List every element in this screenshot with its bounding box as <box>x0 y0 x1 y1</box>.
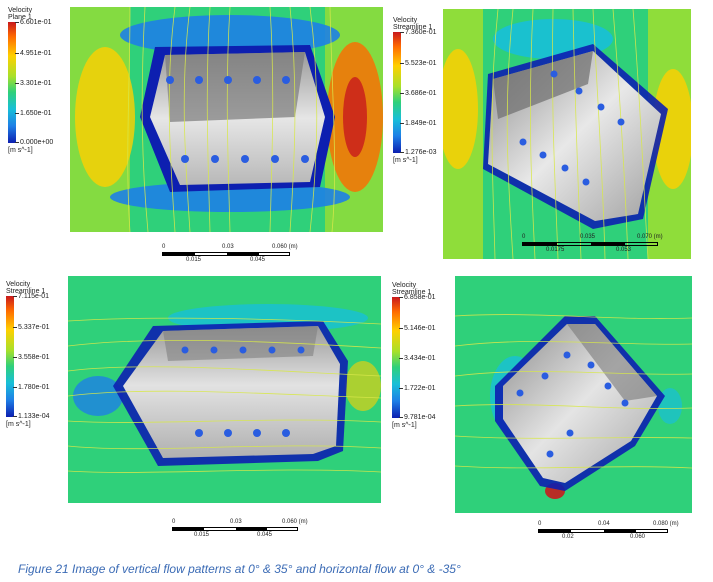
scale-label: 0.015 <box>186 257 202 263</box>
legend-tick: 9.781e-04 <box>399 414 436 421</box>
color-bar <box>8 22 16 143</box>
scale-bar-fig3: 0 0.03 0.060 (m) 0.015 0.045 <box>172 519 312 541</box>
scale-bar <box>522 242 658 246</box>
scale-bar <box>172 527 298 531</box>
legend-tick: 1.650e-01 <box>15 110 52 117</box>
scale-bar-fig4: 0 0.04 0.080 (m) 0.02 0.060 <box>538 521 688 543</box>
scale-label: 0.060 <box>630 534 646 540</box>
legend-title: Velocity <box>8 7 33 14</box>
scale-label: 0.060 (m) <box>272 244 298 250</box>
scale-label: 0 <box>172 519 176 525</box>
legend-tick: 1.780e-01 <box>13 384 50 391</box>
legend-tick: 1.722e-01 <box>399 385 436 392</box>
legend-tick: 1.276e-03 <box>400 149 437 156</box>
legend-unit: [m s^-1] <box>6 421 31 428</box>
scale-label: 0.070 (m) <box>637 234 663 240</box>
scale-label: 0 <box>538 521 542 527</box>
scale-label: 0.0175 <box>546 247 565 253</box>
legend-tick: 5.146e-01 <box>399 325 436 332</box>
scale-bar-fig2: 0 0.035 0.070 (m) 0.0175 0.053 <box>522 234 672 256</box>
scale-label: 0.04 <box>598 521 610 527</box>
scale-label: 0.03 <box>222 244 234 250</box>
scale-label: 0.015 <box>194 532 210 538</box>
legend-tick: 3.558e-01 <box>13 354 50 361</box>
scale-label: 0.053 <box>616 247 632 253</box>
flow-image-horizontal-minus35deg <box>455 276 692 513</box>
legend-subtitle: Plane 1 <box>8 14 32 21</box>
legend-tick: 4.951e-01 <box>15 50 52 57</box>
legend-tick: 5.523e-01 <box>400 60 437 67</box>
flow-image-horizontal-0deg <box>68 276 381 503</box>
legend-tick: 5.337e-01 <box>13 324 50 331</box>
legend-tick: 1.133e-04 <box>13 413 50 420</box>
scale-label: 0.035 <box>580 234 596 240</box>
flow-image-vertical-35deg <box>443 9 691 259</box>
legend-tick: 6.858e-01 <box>399 294 436 301</box>
scale-bar-fig1: 0 0.03 0.060 (m) 0.015 0.045 <box>162 244 298 266</box>
scale-label: 0.060 (m) <box>282 519 308 525</box>
legend-subtitle: Streamline 1 <box>392 289 432 296</box>
scale-label: 0.02 <box>562 534 574 540</box>
scale-label: 0 <box>522 234 526 240</box>
legend-tick: 7.360e-01 <box>400 29 437 36</box>
legend-tick: 3.686e-01 <box>400 90 437 97</box>
scale-label: 0.080 (m) <box>653 521 679 527</box>
color-bar <box>392 297 400 418</box>
legend-unit: [m s^-1] <box>393 157 418 164</box>
legend-unit: [m s^-1] <box>392 422 417 429</box>
legend-title: Velocity <box>393 17 418 24</box>
color-bar <box>6 296 14 417</box>
scale-bar <box>162 252 290 256</box>
legend-subtitle: Streamline 1 <box>6 288 46 295</box>
scale-label: 0.045 <box>250 257 266 263</box>
figure-caption: Figure 21 Image of vertical flow pattern… <box>18 562 461 576</box>
legend-tick: 0.000e+00 <box>14 139 54 146</box>
color-bar <box>393 32 401 153</box>
flow-image-vertical-0deg <box>70 7 383 232</box>
legend-tick: 7.115e-01 <box>12 293 50 300</box>
scale-bar <box>538 529 668 533</box>
scale-label: 0 <box>162 244 166 250</box>
scale-label: 0.045 <box>257 532 273 538</box>
legend-title: Velocity <box>392 282 417 289</box>
legend-tick: 6.601e-01 <box>15 19 52 26</box>
legend-tick: 3.301e-01 <box>15 80 52 87</box>
scale-label: 0.03 <box>230 519 242 525</box>
legend-title: Velocity <box>6 281 31 288</box>
legend-tick: 1.849e-01 <box>400 120 437 127</box>
legend-unit: [m s^-1] <box>8 147 33 154</box>
legend-subtitle: Streamline 1 <box>393 24 433 31</box>
legend-tick: 3.434e-01 <box>399 355 436 362</box>
